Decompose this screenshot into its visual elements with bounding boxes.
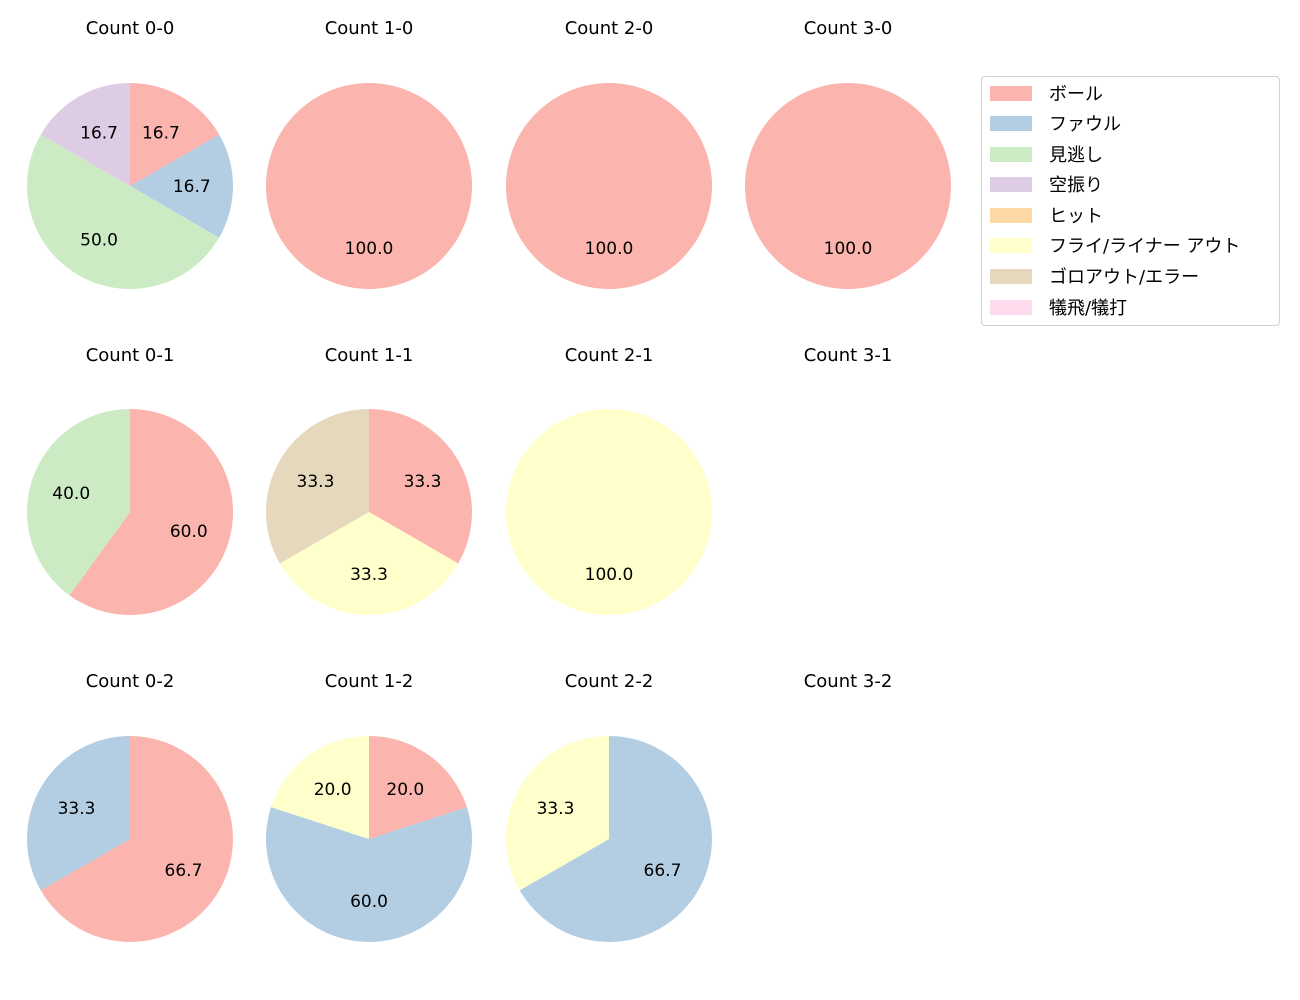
pie-slice <box>40 736 234 942</box>
pie-chart: 20.0 60.0 20.0 <box>266 736 472 942</box>
legend-label: 犠飛/犠打 <box>1049 298 1128 319</box>
chart-title: Count 0-2 <box>85 671 175 692</box>
legend-item: ボール <box>990 80 1103 106</box>
chart-title: Count 3-1 <box>803 345 893 366</box>
chart-title: Count 1-0 <box>324 18 414 39</box>
legend: ボール ファウル 見逃し 空振り ヒット フライ/ライナー アウト ゴロアウト/… <box>981 76 1280 326</box>
legend-swatch <box>990 207 1032 223</box>
pie-chart: 100.0 <box>506 409 712 615</box>
slice-label: 100.0 <box>585 239 634 259</box>
legend-swatch <box>990 299 1032 315</box>
legend-item: 犠飛/犠打 <box>990 294 1127 320</box>
pie-slice <box>369 736 467 839</box>
legend-item: ファウル <box>990 110 1121 136</box>
chart-title: Count 2-2 <box>564 671 654 692</box>
pie-chart: 16.7 16.7 50.0 16.7 <box>26 83 234 290</box>
chart-title: Count 2-0 <box>564 18 654 39</box>
pie-chart: 60.0 40.0 <box>27 409 234 616</box>
slice-label: 33.3 <box>404 472 442 492</box>
legend-label: 空振り <box>1049 175 1103 196</box>
pie-slice <box>519 736 712 942</box>
legend-item: ヒット <box>990 202 1103 228</box>
legend-item: ゴロアウト/エラー <box>990 263 1199 289</box>
legend-swatch <box>990 146 1032 162</box>
legend-label: ファウル <box>1049 114 1121 135</box>
chart-title: Count 3-0 <box>803 18 893 39</box>
slice-label: 33.3 <box>58 799 96 819</box>
slice-label: 33.3 <box>350 565 388 585</box>
legend-label: ボール <box>1049 84 1103 105</box>
slice-label: 60.0 <box>170 522 208 542</box>
slice-label: 16.7 <box>80 123 118 143</box>
pie-slice <box>27 409 131 596</box>
pie-chart: 33.3 33.3 33.3 <box>266 409 472 615</box>
chart-title: Count 1-1 <box>324 345 414 366</box>
pie-slice <box>266 807 472 942</box>
chart-title: Count 0-0 <box>85 18 175 39</box>
pie-slice <box>266 83 472 289</box>
slice-label: 66.7 <box>644 861 682 881</box>
legend-swatch <box>990 115 1032 131</box>
legend-item: フライ/ライナー アウト <box>990 232 1240 258</box>
slice-label: 50.0 <box>80 231 118 251</box>
pie-chart: 66.7 33.3 <box>506 736 712 942</box>
chart-title: Count 2-1 <box>564 345 654 366</box>
legend-swatch <box>990 176 1032 192</box>
legend-item: 空振り <box>990 171 1103 197</box>
legend-swatch <box>990 268 1032 284</box>
pie-slice <box>27 736 130 891</box>
pie-chart: 66.7 33.3 <box>27 736 234 942</box>
pie-slice <box>69 409 234 616</box>
slice-label: 100.0 <box>824 239 873 259</box>
pie-slice <box>266 409 369 564</box>
pie-slice <box>40 83 130 186</box>
chart-title: Count 3-2 <box>803 671 893 692</box>
pie-slice <box>506 736 609 891</box>
pie-chart: 100.0 <box>506 83 712 289</box>
legend-label: ゴロアウト/エラー <box>1049 267 1200 288</box>
slice-label: 20.0 <box>314 780 352 800</box>
pie-chart: 100.0 <box>745 83 951 289</box>
legend-label: フライ/ライナー アウト <box>1049 236 1241 257</box>
slice-label: 60.0 <box>350 892 388 912</box>
pie-slice <box>369 409 472 564</box>
chart-title: Count 1-2 <box>324 671 414 692</box>
slice-label: 66.7 <box>165 861 203 881</box>
chart-title: Count 0-1 <box>85 345 175 366</box>
pie-slice <box>506 83 712 289</box>
pie-slice <box>745 83 951 289</box>
legend-label: ヒット <box>1049 206 1103 227</box>
slice-label: 16.7 <box>173 177 211 197</box>
pie-slice <box>26 134 220 290</box>
slice-label: 100.0 <box>345 239 394 259</box>
legend-swatch <box>990 237 1032 253</box>
pie-slice <box>506 409 712 615</box>
slice-label: 16.7 <box>142 123 180 143</box>
slice-label: 20.0 <box>386 780 424 800</box>
slice-label: 100.0 <box>585 565 634 585</box>
pie-slice <box>130 134 234 238</box>
legend-item: 見逃し <box>990 141 1103 167</box>
pie-slice <box>130 83 220 186</box>
legend-swatch <box>990 85 1032 101</box>
slice-label: 33.3 <box>537 799 575 819</box>
pie-slice <box>271 736 369 839</box>
slice-label: 40.0 <box>52 484 90 504</box>
slice-label: 33.3 <box>297 472 335 492</box>
legend-label: 見逃し <box>1049 145 1103 166</box>
pie-chart: 100.0 <box>266 83 472 289</box>
